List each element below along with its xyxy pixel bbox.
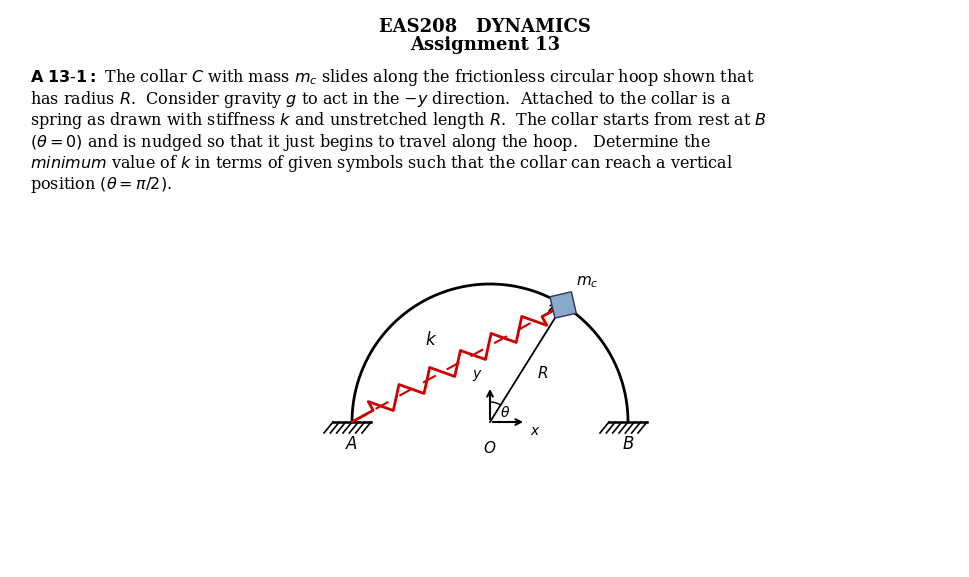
Text: $B$: $B$ <box>621 436 634 453</box>
Text: $\mathit{minimum}$ value of $\mathit{k}$ in terms of given symbols such that the: $\mathit{minimum}$ value of $\mathit{k}$… <box>30 153 733 174</box>
Polygon shape <box>549 292 576 318</box>
Text: $y$: $y$ <box>472 368 483 383</box>
Text: spring as drawn with stiffness $\mathit{k}$ and unstretched length $\mathit{R}$.: spring as drawn with stiffness $\mathit{… <box>30 110 766 131</box>
Text: $A$: $A$ <box>345 436 359 453</box>
Text: Assignment 13: Assignment 13 <box>410 36 559 54</box>
Text: has radius $\mathit{R}$.  Consider gravity $\mathit{g}$ to act in the $-\mathit{: has radius $\mathit{R}$. Consider gravit… <box>30 88 731 110</box>
Text: $O$: $O$ <box>483 440 496 456</box>
Text: $R$: $R$ <box>536 365 547 381</box>
Text: $m_c$: $m_c$ <box>576 274 598 290</box>
Text: position $(\theta = \pi/2)$.: position $(\theta = \pi/2)$. <box>30 174 172 194</box>
Text: $(\theta = 0)$ and is nudged so that it just begins to travel along the hoop.   : $(\theta = 0)$ and is nudged so that it … <box>30 132 710 152</box>
Text: $\theta$: $\theta$ <box>499 405 509 420</box>
Text: $k$: $k$ <box>424 331 436 349</box>
Text: EAS208   DYNAMICS: EAS208 DYNAMICS <box>379 18 590 36</box>
Text: $\mathbf{A\ 13\text{-}1:}$ The collar $\mathit{C}$ with mass $m_c$ slides along : $\mathbf{A\ 13\text{-}1:}$ The collar $\… <box>30 67 754 88</box>
Text: $x$: $x$ <box>529 424 540 438</box>
